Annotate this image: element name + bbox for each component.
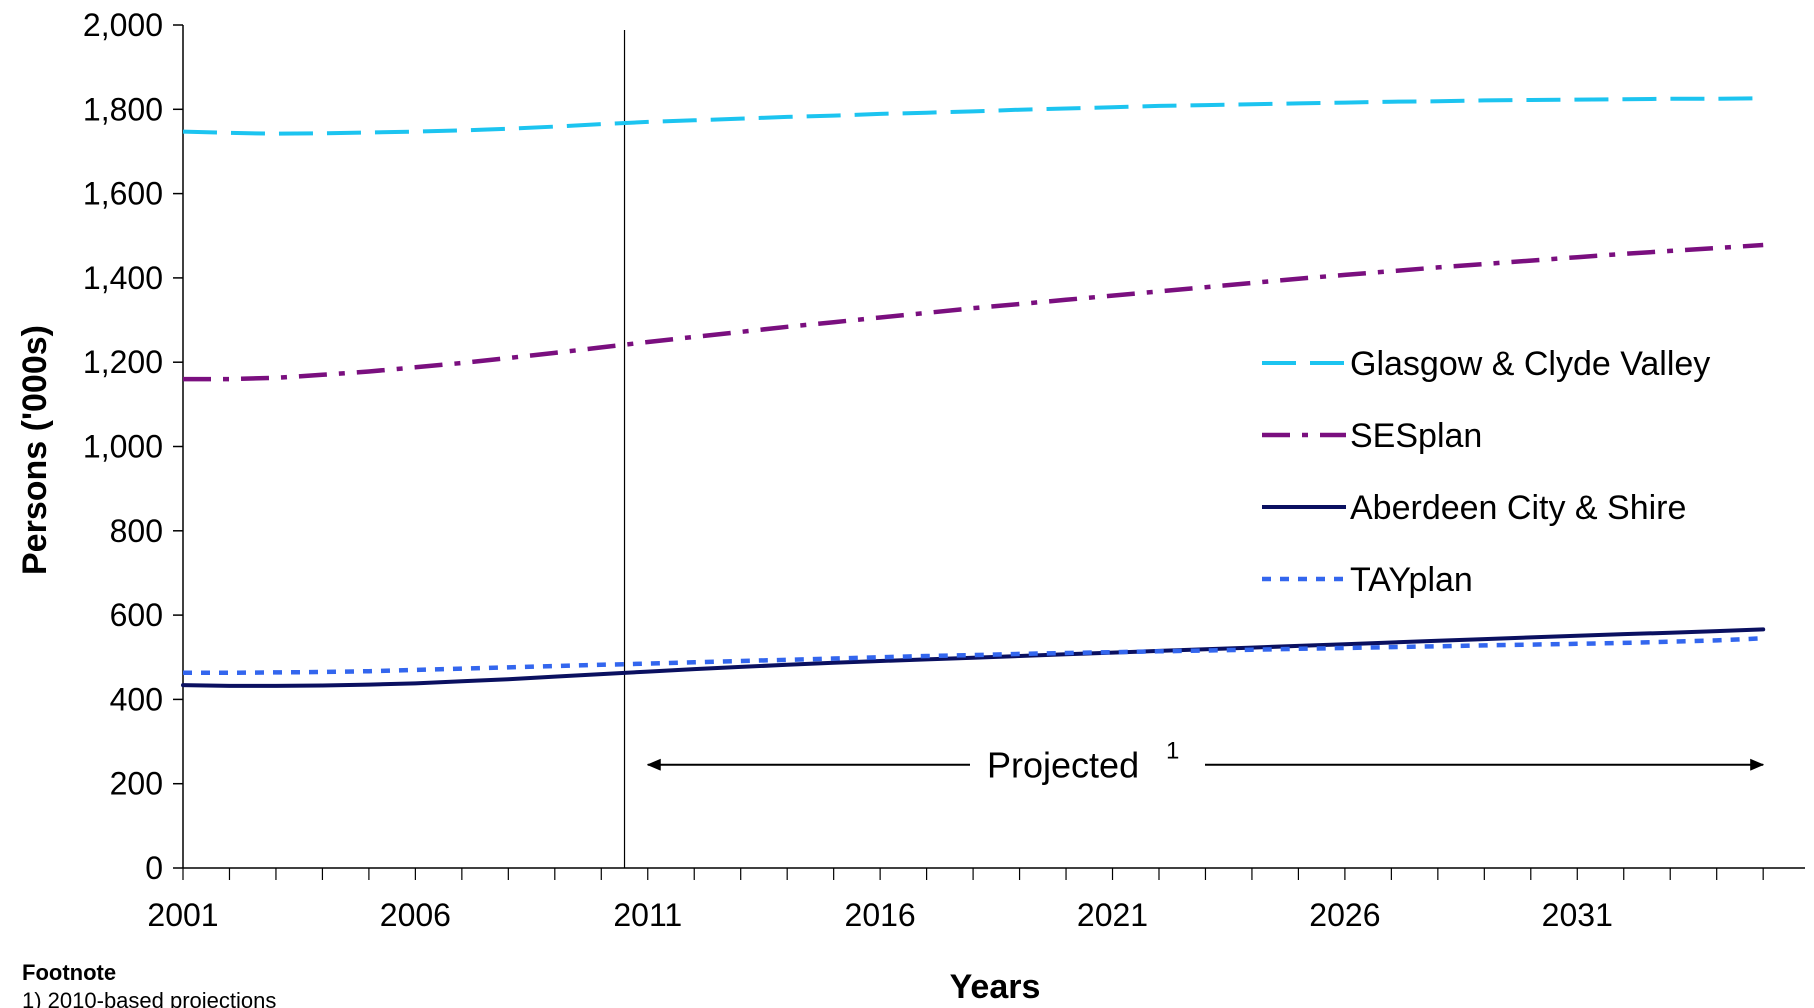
x-tick-label: 2031	[1542, 897, 1613, 933]
y-tick-label: 1,400	[83, 260, 163, 296]
legend: Glasgow & Clyde Valley SESplan Aberdeen Ci…	[1262, 345, 1710, 599]
y-tick-label: 0	[145, 850, 163, 886]
footnote-title: Footnote	[22, 960, 116, 985]
y-tick-label: 800	[110, 513, 163, 549]
x-tick-label: 2016	[845, 897, 916, 933]
x-tick-label: 2006	[380, 897, 451, 933]
legend-label: Glasgow & Clyde Valley	[1350, 345, 1710, 383]
series-line-2	[181, 627, 1766, 688]
axes: 0 200 400 600 800 1,000 1,200 1,400 1,600 1,800 2,…	[83, 7, 1805, 933]
x-axis-title: Years	[950, 968, 1041, 1006]
y-tick-label: 200	[110, 766, 163, 802]
y-axis-title: Persons ('000s)	[16, 325, 54, 575]
series-line-3	[183, 636, 1764, 676]
x-tick-label: 2021	[1077, 897, 1148, 933]
legend-label: TAYplan	[1350, 561, 1473, 599]
y-tick-label: 600	[110, 597, 163, 633]
footnote-text: 1) 2010-based projections	[22, 988, 276, 1008]
y-tick-label: 1,600	[83, 176, 163, 212]
y-tick-label: 1,200	[83, 344, 163, 380]
legend-label: SESplan	[1350, 417, 1482, 455]
projected-label: Projected	[987, 745, 1139, 786]
x-tick-label: 2001	[147, 897, 218, 933]
projected-footnote-mark: 1	[1166, 738, 1179, 765]
x-tick-label: 2011	[613, 897, 682, 933]
y-tick-label: 1,000	[83, 429, 163, 465]
y-tick-label: 1,800	[83, 91, 163, 127]
series-layer	[181, 96, 1766, 688]
series-line-0	[182, 96, 1764, 136]
annotation-layer: Projected 1	[646, 738, 1765, 786]
y-tick-label: 2,000	[83, 7, 163, 43]
y-tick-label: 400	[110, 681, 163, 717]
x-tick-label: 2026	[1309, 897, 1380, 933]
legend-label: Aberdeen City & Shire	[1350, 489, 1686, 527]
